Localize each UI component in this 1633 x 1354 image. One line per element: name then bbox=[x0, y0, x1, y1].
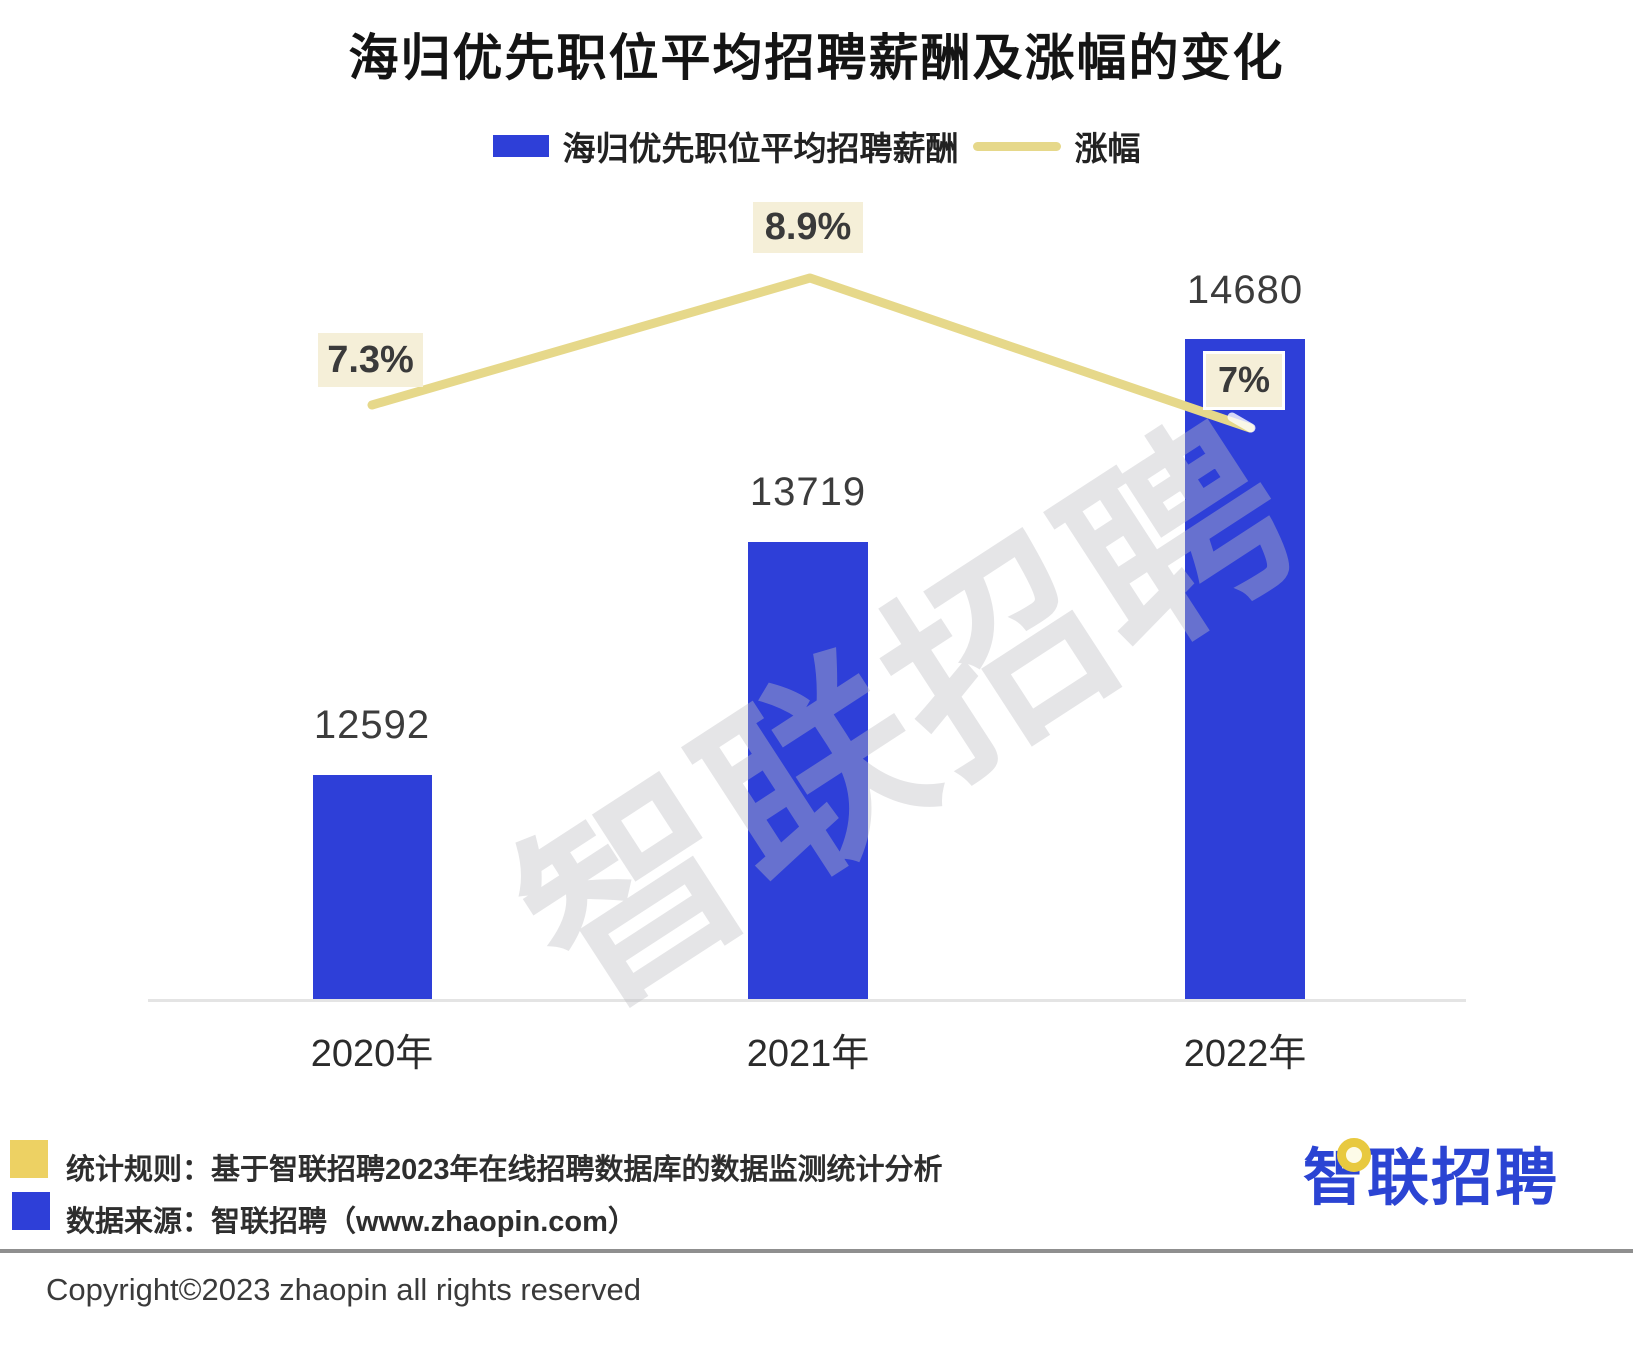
bar-2020 bbox=[313, 775, 432, 1001]
rule-note-swatch bbox=[10, 1140, 48, 1178]
logo-first-char: 智 bbox=[1303, 1138, 1372, 1212]
growth-label-2022: 7% bbox=[1203, 351, 1285, 410]
legend-line-label: 涨幅 bbox=[1074, 130, 1141, 167]
logo-ring-icon bbox=[1337, 1138, 1372, 1172]
source-note-text: 数据来源：智联招聘（www.zhaopin.com） bbox=[66, 1206, 637, 1238]
value-label-2022: 14680 bbox=[1186, 268, 1304, 312]
growth-label-2020: 7.3% bbox=[318, 333, 423, 387]
zhaopin-logo: 智 联招聘 bbox=[1303, 1138, 1560, 1213]
legend: 海归优先职位平均招聘薪酬 涨幅 bbox=[0, 122, 1633, 170]
legend-bar-label: 海归优先职位平均招聘薪酬 bbox=[562, 130, 959, 167]
copyright-text: Copyright©2023 zhaopin all rights reserv… bbox=[46, 1272, 641, 1307]
bar-2021 bbox=[748, 542, 868, 1001]
legend-bar-swatch bbox=[492, 135, 549, 157]
value-label-2021: 13719 bbox=[749, 470, 867, 514]
chart-title: 海归优先职位平均招聘薪酬及涨幅的变化 bbox=[348, 30, 1285, 86]
growth-label-2021: 8.9% bbox=[753, 202, 863, 253]
logo-rest-chars: 联招聘 bbox=[1367, 1144, 1560, 1213]
bar-2022 bbox=[1185, 339, 1305, 1001]
value-label-2020: 12592 bbox=[313, 703, 431, 747]
x-axis-line bbox=[148, 999, 1466, 1002]
legend-line-swatch bbox=[972, 141, 1061, 151]
x-tick-2022: 2022年 bbox=[1183, 1033, 1307, 1075]
rule-note-text: 统计规则：基于智联招聘2023年在线招聘数据库的数据监测统计分析 bbox=[66, 1154, 943, 1186]
x-tick-2020: 2020年 bbox=[310, 1033, 434, 1075]
footer-divider bbox=[0, 1249, 1633, 1253]
x-tick-2021: 2021年 bbox=[746, 1033, 870, 1075]
source-note-swatch bbox=[12, 1192, 50, 1230]
